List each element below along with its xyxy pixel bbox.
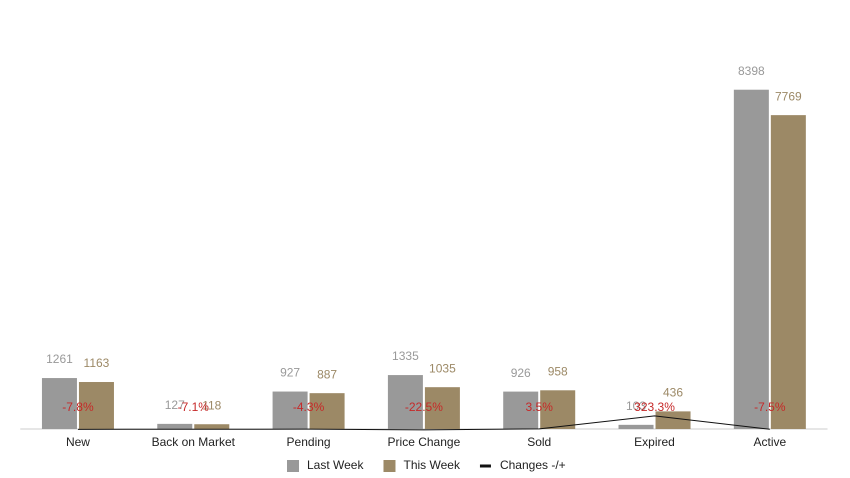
bar [424, 387, 460, 429]
change-label: -7.1% [178, 400, 210, 414]
data-label: 1335 [392, 349, 419, 363]
bar [157, 423, 193, 429]
data-label: 1163 [84, 356, 110, 370]
legend-label: This Week [403, 458, 460, 472]
data-label: 958 [548, 364, 568, 378]
bar [78, 382, 114, 429]
data-label: 7769 [775, 89, 802, 103]
x-tick-label: Expired [634, 435, 675, 449]
legend-label: Changes -/+ [500, 458, 566, 472]
change-label: -22.5% [405, 400, 443, 414]
bar [655, 411, 691, 429]
x-tick-label: Active [753, 435, 786, 449]
legend-label: Last Week [307, 458, 364, 472]
data-label: 127 [165, 398, 185, 412]
change-label: 323.3% [634, 400, 675, 414]
legend-swatch [383, 460, 396, 472]
change-label: 3.5% [526, 400, 554, 414]
data-label: 887 [317, 367, 337, 381]
legend-swatch [287, 460, 299, 472]
bar [387, 375, 423, 429]
change-label: -4.3% [293, 400, 325, 414]
bar [733, 89, 769, 430]
x-tick-label: Back on Market [152, 435, 236, 449]
bar [618, 424, 654, 429]
data-label: 926 [511, 366, 531, 380]
bar [41, 378, 77, 429]
change-line [77, 415, 770, 431]
bar [272, 391, 308, 429]
x-tick-label: Price Change [388, 435, 461, 449]
x-tick-label: Pending [287, 435, 331, 449]
data-label: 927 [280, 366, 300, 380]
change-label: -7.5% [754, 400, 786, 414]
legend-swatch [479, 464, 491, 468]
data-label: 118 [202, 398, 221, 412]
bar [770, 115, 806, 430]
change-label: -7.8% [62, 400, 94, 414]
bar [309, 393, 345, 429]
data-label: 1035 [429, 361, 456, 375]
x-tick-label: Sold [527, 435, 551, 449]
data-label: 8398 [738, 64, 765, 78]
data-label: 1261 [46, 352, 73, 366]
bar [540, 390, 576, 429]
data-label: 436 [663, 386, 683, 400]
bar [503, 391, 539, 429]
x-tick-label: New [66, 435, 90, 449]
bar [194, 424, 230, 429]
data-label: 103 [626, 399, 646, 413]
